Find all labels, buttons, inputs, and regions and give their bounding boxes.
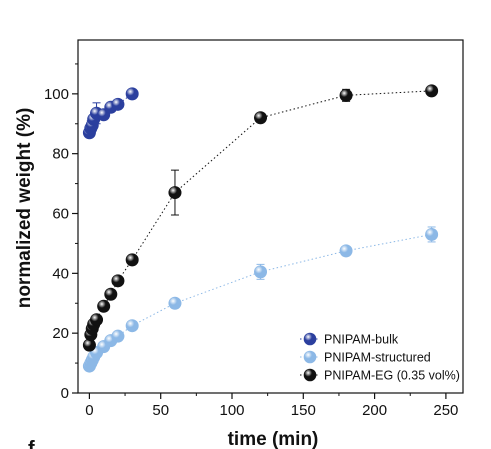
legend-label: PNIPAM-bulk [324, 333, 399, 347]
x-tick-label: 200 [362, 402, 387, 419]
y-tick-label: 100 [44, 86, 69, 103]
data-point-2 [125, 319, 139, 333]
y-tick-label: 0 [61, 385, 69, 402]
data-point-2 [425, 227, 439, 241]
plot-frame [77, 39, 464, 394]
data-point-1 [111, 97, 125, 111]
data-point-3 [339, 88, 353, 102]
y-tick-label: 20 [52, 325, 69, 342]
x-tick-label: 50 [152, 402, 169, 419]
data-point-3 [97, 299, 111, 313]
data-point-2 [339, 244, 353, 258]
data-point-2 [111, 329, 125, 343]
data-point-3 [425, 84, 439, 98]
x-tick-label: 150 [291, 402, 316, 419]
data-point-2 [254, 265, 268, 279]
data-point-2 [168, 296, 182, 310]
data-point-3 [254, 111, 268, 125]
data-point-3 [125, 253, 139, 267]
data-point-3 [90, 313, 104, 327]
legend-marker [303, 368, 317, 382]
legend-marker [303, 350, 317, 364]
data-point-3 [168, 186, 182, 200]
legend-label: PNIPAM-structured [324, 351, 431, 365]
legend-marker [303, 332, 317, 346]
panel-letter: f [28, 438, 35, 449]
y-axis-title: normalized weight (%) [14, 108, 35, 309]
legend: PNIPAM-bulk PNIPAM-structured PNIPAM-EG (0… [300, 333, 460, 383]
y-tick-label: 40 [52, 265, 69, 282]
legend-label: PNIPAM-EG (0.35 vol%) [324, 369, 460, 383]
data-point-3 [111, 274, 125, 288]
data-point-3 [104, 287, 118, 301]
y-tick-label: 80 [52, 146, 69, 163]
x-tick-label: 100 [219, 402, 244, 419]
x-tick-label: 0 [85, 402, 93, 419]
x-axis-title: time (min) [228, 429, 319, 449]
y-tick-label: 60 [52, 206, 69, 223]
x-tick-label: 250 [433, 402, 458, 419]
series-line-3 [88, 90, 432, 346]
data-point-1 [125, 87, 139, 101]
